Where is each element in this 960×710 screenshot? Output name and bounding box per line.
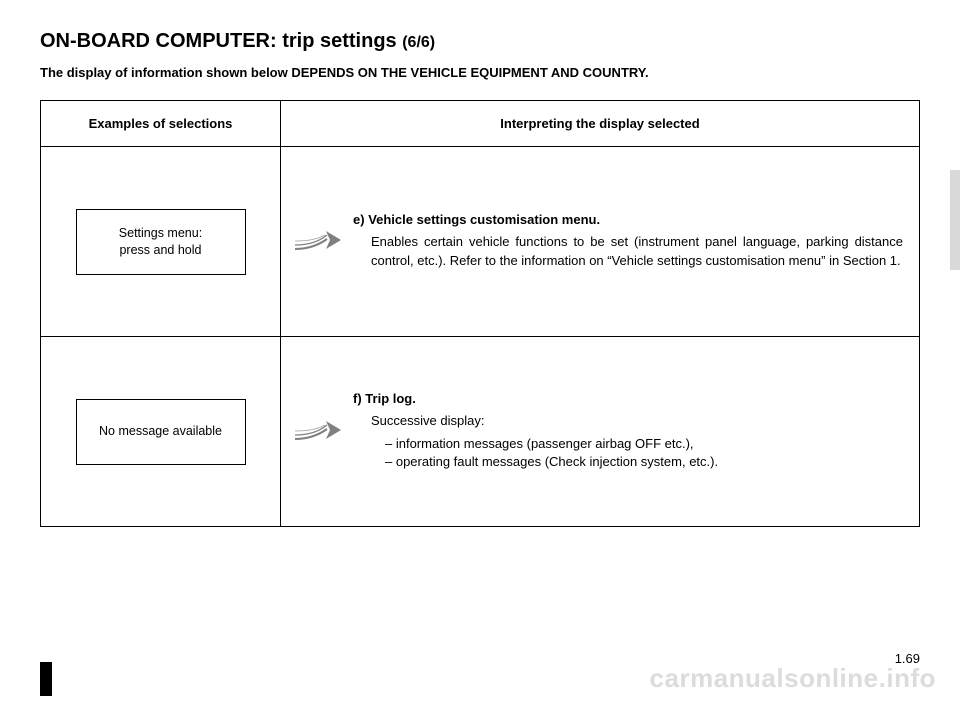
item-body: Successive display: information messages… — [353, 412, 903, 473]
example-cell: Settings menu: press and hold — [41, 147, 281, 337]
table-row: Settings menu: press and hold — [41, 147, 920, 337]
arrow-icon — [293, 421, 341, 443]
settings-table: Examples of selections Interpreting the … — [40, 100, 920, 527]
item-title: Vehicle settings customisation menu. — [368, 212, 600, 227]
display-line1: No message available — [99, 424, 222, 438]
example-cell: No message available — [41, 337, 281, 527]
table-header-right: Interpreting the display selected — [281, 101, 920, 147]
display-text: No message available — [99, 423, 222, 440]
table-header-row: Examples of selections Interpreting the … — [41, 101, 920, 147]
side-tab — [950, 170, 960, 270]
item-title-line: f) Trip log. — [353, 391, 903, 406]
item-body: Enables certain vehicle functions to be … — [353, 233, 903, 271]
list-item: information messages (passenger airbag O… — [385, 435, 903, 454]
list-item: operating fault messages (Check injectio… — [385, 453, 903, 472]
watermark: carmanualsonline.info — [650, 663, 936, 694]
item-letter: f) — [353, 391, 362, 406]
display-box: No message available — [76, 399, 246, 465]
manual-page: ON-BOARD COMPUTER: trip settings (6/6) T… — [0, 0, 960, 527]
item-letter: e) — [353, 212, 365, 227]
display-line2: press and hold — [119, 243, 201, 257]
table-row: No message available f) — [41, 337, 920, 527]
item-list: information messages (passenger airbag O… — [371, 435, 903, 473]
item-title-line: e) Vehicle settings customisation menu. — [353, 212, 903, 227]
item-title: Trip log. — [365, 391, 416, 406]
title-page-count: (6/6) — [402, 34, 435, 51]
page-subtitle: The display of information shown below D… — [40, 65, 920, 80]
interpretation-cell: f) Trip log. Successive display: informa… — [281, 337, 920, 527]
item-lead: Successive display: — [371, 412, 903, 431]
interpretation-cell: e) Vehicle settings customisation menu. … — [281, 147, 920, 337]
display-text: Settings menu: press and hold — [119, 225, 202, 259]
table-header-left: Examples of selections — [41, 101, 281, 147]
display-line1: Settings menu: — [119, 226, 202, 240]
title-main: ON-BOARD COMPUTER: trip settings — [40, 30, 402, 52]
footer-block — [40, 662, 52, 696]
item-body-text: Enables certain vehicle functions to be … — [371, 234, 903, 268]
display-box: Settings menu: press and hold — [76, 209, 246, 275]
page-title: ON-BOARD COMPUTER: trip settings (6/6) — [40, 30, 920, 53]
arrow-icon — [293, 231, 341, 253]
